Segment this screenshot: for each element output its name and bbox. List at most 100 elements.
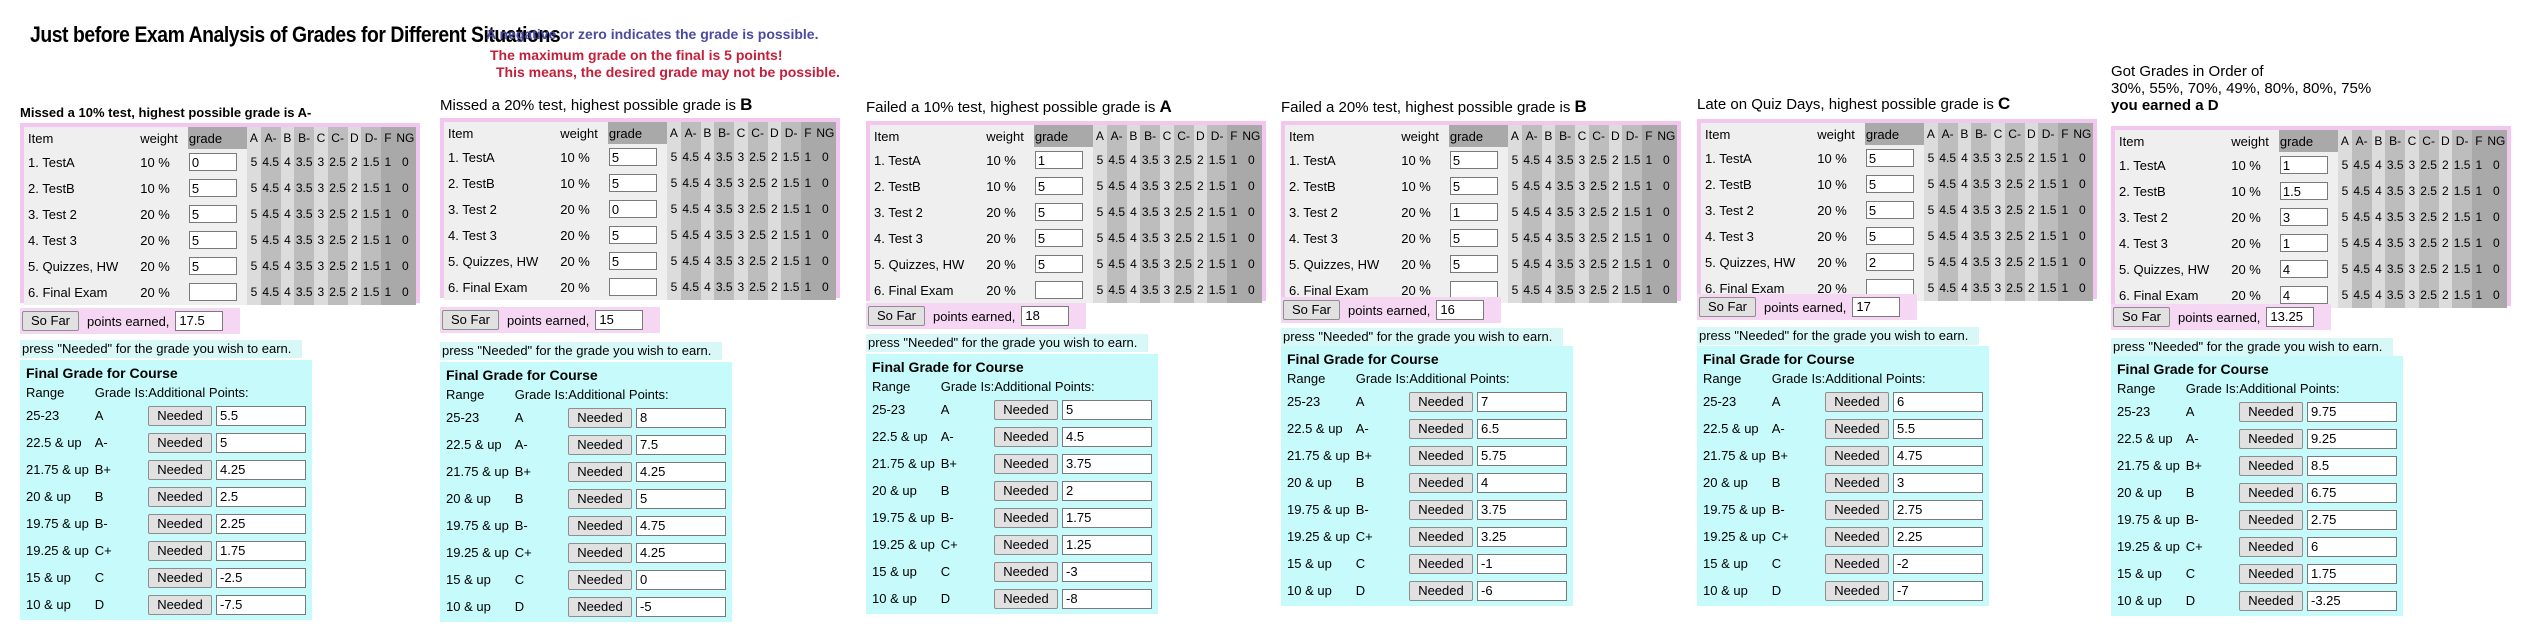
additional-points-field[interactable]: 5.5 bbox=[1893, 418, 1983, 439]
additional-points-field[interactable]: -2.5 bbox=[216, 567, 306, 588]
grade-input[interactable] bbox=[1449, 151, 1498, 169]
needed-button[interactable]: Needed bbox=[1409, 553, 1473, 574]
points-earned-field[interactable]: 17.5 bbox=[175, 311, 224, 331]
grade-input[interactable] bbox=[1865, 201, 1914, 219]
grade-input[interactable] bbox=[1034, 203, 1083, 221]
needed-button[interactable]: Needed bbox=[1825, 472, 1889, 493]
additional-points-field[interactable]: 2.5 bbox=[216, 486, 306, 507]
additional-points-field[interactable]: 4.25 bbox=[216, 459, 306, 480]
additional-points-field[interactable]: 4.75 bbox=[636, 515, 726, 536]
additional-points-field[interactable]: 4.25 bbox=[636, 542, 726, 563]
points-earned-field[interactable]: 15 bbox=[595, 310, 644, 330]
additional-points-field[interactable]: 2.75 bbox=[1893, 499, 1983, 520]
so-far-button[interactable]: So Far bbox=[22, 311, 80, 331]
additional-points-field[interactable]: -6 bbox=[1477, 580, 1567, 601]
needed-button[interactable]: Needed bbox=[1825, 418, 1889, 439]
needed-button[interactable]: Needed bbox=[1409, 580, 1473, 601]
grade-input[interactable] bbox=[608, 200, 657, 218]
grade-input[interactable] bbox=[608, 278, 657, 296]
additional-points-field[interactable]: -1 bbox=[1477, 553, 1567, 574]
needed-button[interactable]: Needed bbox=[994, 453, 1058, 474]
needed-button[interactable]: Needed bbox=[2239, 509, 2303, 530]
needed-button[interactable]: Needed bbox=[148, 540, 212, 561]
additional-points-field[interactable]: -5 bbox=[636, 596, 726, 617]
needed-button[interactable]: Needed bbox=[568, 434, 632, 455]
needed-button[interactable]: Needed bbox=[1825, 499, 1889, 520]
grade-input[interactable] bbox=[608, 174, 657, 192]
additional-points-field[interactable]: -3 bbox=[1062, 561, 1152, 582]
needed-button[interactable]: Needed bbox=[148, 459, 212, 480]
grade-input[interactable] bbox=[188, 283, 237, 301]
needed-button[interactable]: Needed bbox=[2239, 590, 2303, 611]
needed-button[interactable]: Needed bbox=[148, 405, 212, 426]
additional-points-field[interactable]: 5 bbox=[216, 432, 306, 453]
additional-points-field[interactable]: 1.75 bbox=[216, 540, 306, 561]
needed-button[interactable]: Needed bbox=[994, 399, 1058, 420]
needed-button[interactable]: Needed bbox=[1409, 526, 1473, 547]
grade-input[interactable] bbox=[608, 252, 657, 270]
needed-button[interactable]: Needed bbox=[994, 507, 1058, 528]
grade-input[interactable] bbox=[2279, 286, 2328, 304]
additional-points-field[interactable]: 8 bbox=[636, 407, 726, 428]
grade-input[interactable] bbox=[1865, 227, 1914, 245]
additional-points-field[interactable]: 1.25 bbox=[1062, 534, 1152, 555]
needed-button[interactable]: Needed bbox=[568, 596, 632, 617]
grade-input[interactable] bbox=[188, 179, 237, 197]
grade-input[interactable] bbox=[1865, 279, 1914, 297]
grade-input[interactable] bbox=[608, 148, 657, 166]
needed-button[interactable]: Needed bbox=[1409, 391, 1473, 412]
grade-input[interactable] bbox=[188, 153, 237, 171]
grade-input[interactable] bbox=[608, 226, 657, 244]
additional-points-field[interactable]: 2.25 bbox=[216, 513, 306, 534]
additional-points-field[interactable]: 2.25 bbox=[1893, 526, 1983, 547]
needed-button[interactable]: Needed bbox=[2239, 482, 2303, 503]
points-earned-field[interactable]: 16 bbox=[1436, 300, 1485, 320]
grade-input[interactable] bbox=[1449, 229, 1498, 247]
additional-points-field[interactable]: 9.75 bbox=[2307, 401, 2397, 422]
needed-button[interactable]: Needed bbox=[994, 480, 1058, 501]
needed-button[interactable]: Needed bbox=[568, 407, 632, 428]
grade-input[interactable] bbox=[1034, 151, 1083, 169]
needed-button[interactable]: Needed bbox=[2239, 401, 2303, 422]
additional-points-field[interactable]: 2 bbox=[1062, 480, 1152, 501]
additional-points-field[interactable]: 4.5 bbox=[1062, 426, 1152, 447]
additional-points-field[interactable]: 7 bbox=[1477, 391, 1567, 412]
additional-points-field[interactable]: 5.75 bbox=[1477, 445, 1567, 466]
points-earned-field[interactable]: 17 bbox=[1852, 297, 1901, 317]
so-far-button[interactable]: So Far bbox=[868, 306, 926, 326]
needed-button[interactable]: Needed bbox=[2239, 563, 2303, 584]
additional-points-field[interactable]: 7.5 bbox=[636, 434, 726, 455]
additional-points-field[interactable]: 6.75 bbox=[2307, 482, 2397, 503]
grade-input[interactable] bbox=[1865, 253, 1914, 271]
so-far-button[interactable]: So Far bbox=[2113, 307, 2171, 327]
grade-input[interactable] bbox=[188, 231, 237, 249]
grade-input[interactable] bbox=[188, 205, 237, 223]
needed-button[interactable]: Needed bbox=[148, 432, 212, 453]
needed-button[interactable]: Needed bbox=[1825, 445, 1889, 466]
needed-button[interactable]: Needed bbox=[1409, 445, 1473, 466]
grade-input[interactable] bbox=[2279, 234, 2328, 252]
needed-button[interactable]: Needed bbox=[994, 534, 1058, 555]
additional-points-field[interactable]: 4.75 bbox=[1893, 445, 1983, 466]
grade-input[interactable] bbox=[1034, 229, 1083, 247]
additional-points-field[interactable]: 6 bbox=[1893, 391, 1983, 412]
additional-points-field[interactable]: 6.5 bbox=[1477, 418, 1567, 439]
additional-points-field[interactable]: 5 bbox=[636, 488, 726, 509]
grade-input[interactable] bbox=[2279, 208, 2328, 226]
needed-button[interactable]: Needed bbox=[2239, 428, 2303, 449]
additional-points-field[interactable]: 0 bbox=[636, 569, 726, 590]
needed-button[interactable]: Needed bbox=[994, 561, 1058, 582]
needed-button[interactable]: Needed bbox=[568, 461, 632, 482]
needed-button[interactable]: Needed bbox=[994, 426, 1058, 447]
grade-input[interactable] bbox=[1865, 175, 1914, 193]
additional-points-field[interactable]: 4.25 bbox=[636, 461, 726, 482]
needed-button[interactable]: Needed bbox=[1825, 526, 1889, 547]
grade-input[interactable] bbox=[2279, 260, 2328, 278]
grade-input[interactable] bbox=[188, 257, 237, 275]
so-far-button[interactable]: So Far bbox=[1283, 300, 1341, 320]
needed-button[interactable]: Needed bbox=[568, 542, 632, 563]
needed-button[interactable]: Needed bbox=[1825, 553, 1889, 574]
needed-button[interactable]: Needed bbox=[1825, 580, 1889, 601]
additional-points-field[interactable]: 3.75 bbox=[1062, 453, 1152, 474]
needed-button[interactable]: Needed bbox=[148, 594, 212, 615]
